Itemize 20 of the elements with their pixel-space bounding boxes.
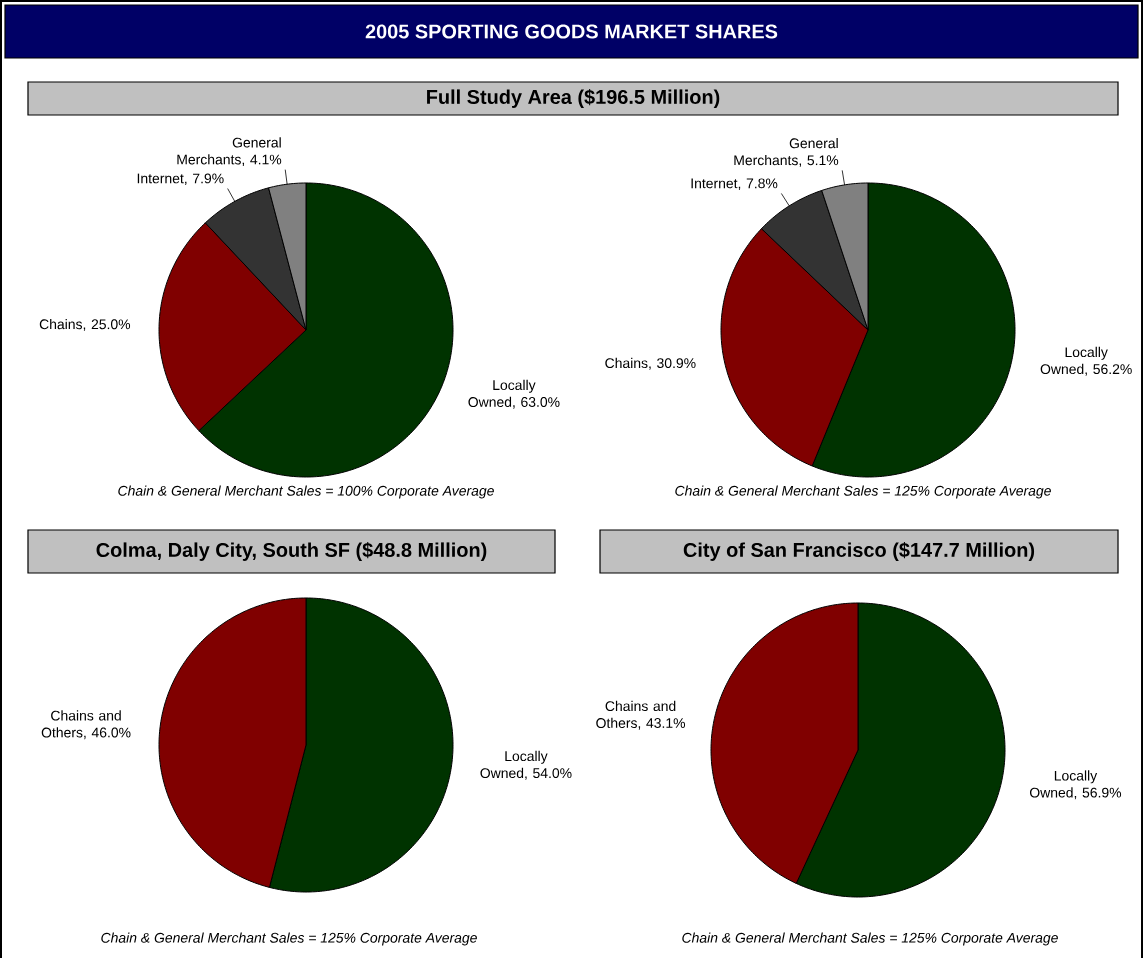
slice-label: Chains, 30.9% [605, 357, 696, 370]
text: Chain & General Merchant Sales = 100% Corporate Average [118, 485, 494, 499]
slice-label: Locally Owned, 54.0% [480, 750, 572, 780]
slice-label: Chains and Others, 46.0% [41, 710, 131, 740]
slice-label: Internet, 7.9% [137, 173, 224, 186]
slice-label: Locally Owned, 56.2% [1040, 346, 1132, 376]
slice-label: Locally Owned, 56.9% [1029, 770, 1122, 800]
slice-label: Chains and Others, 43.1% [596, 700, 686, 730]
slice-label: General Merchants, 4.1% [177, 137, 282, 167]
text: Chain & General Merchant Sales = 125% Corporate Average [675, 485, 1051, 499]
chart-subtitle: Full Study Area ($196.5 Million) [427, 89, 720, 108]
text: Chain & General Merchant Sales = 125% Corporate Average [101, 932, 477, 946]
chart-title: Colma, Daly City, South SF ($48.8 Million) [96, 542, 487, 561]
slice-label: Internet, 7.8% [691, 178, 778, 190]
slice-label: General Merchants, 5.1% [734, 138, 839, 167]
chart-title: City of San Francisco ($147.7 Million) [683, 542, 1035, 561]
chart-title: 2005 SPORTING GOODS MARKET SHARES [365, 24, 778, 39]
slice-label: Locally Owned, 63.0% [468, 379, 560, 409]
slice-label: Chains, 25.0% [39, 318, 131, 331]
text: Chain & General Merchant Sales = 125% Corporate Average [682, 932, 1058, 946]
